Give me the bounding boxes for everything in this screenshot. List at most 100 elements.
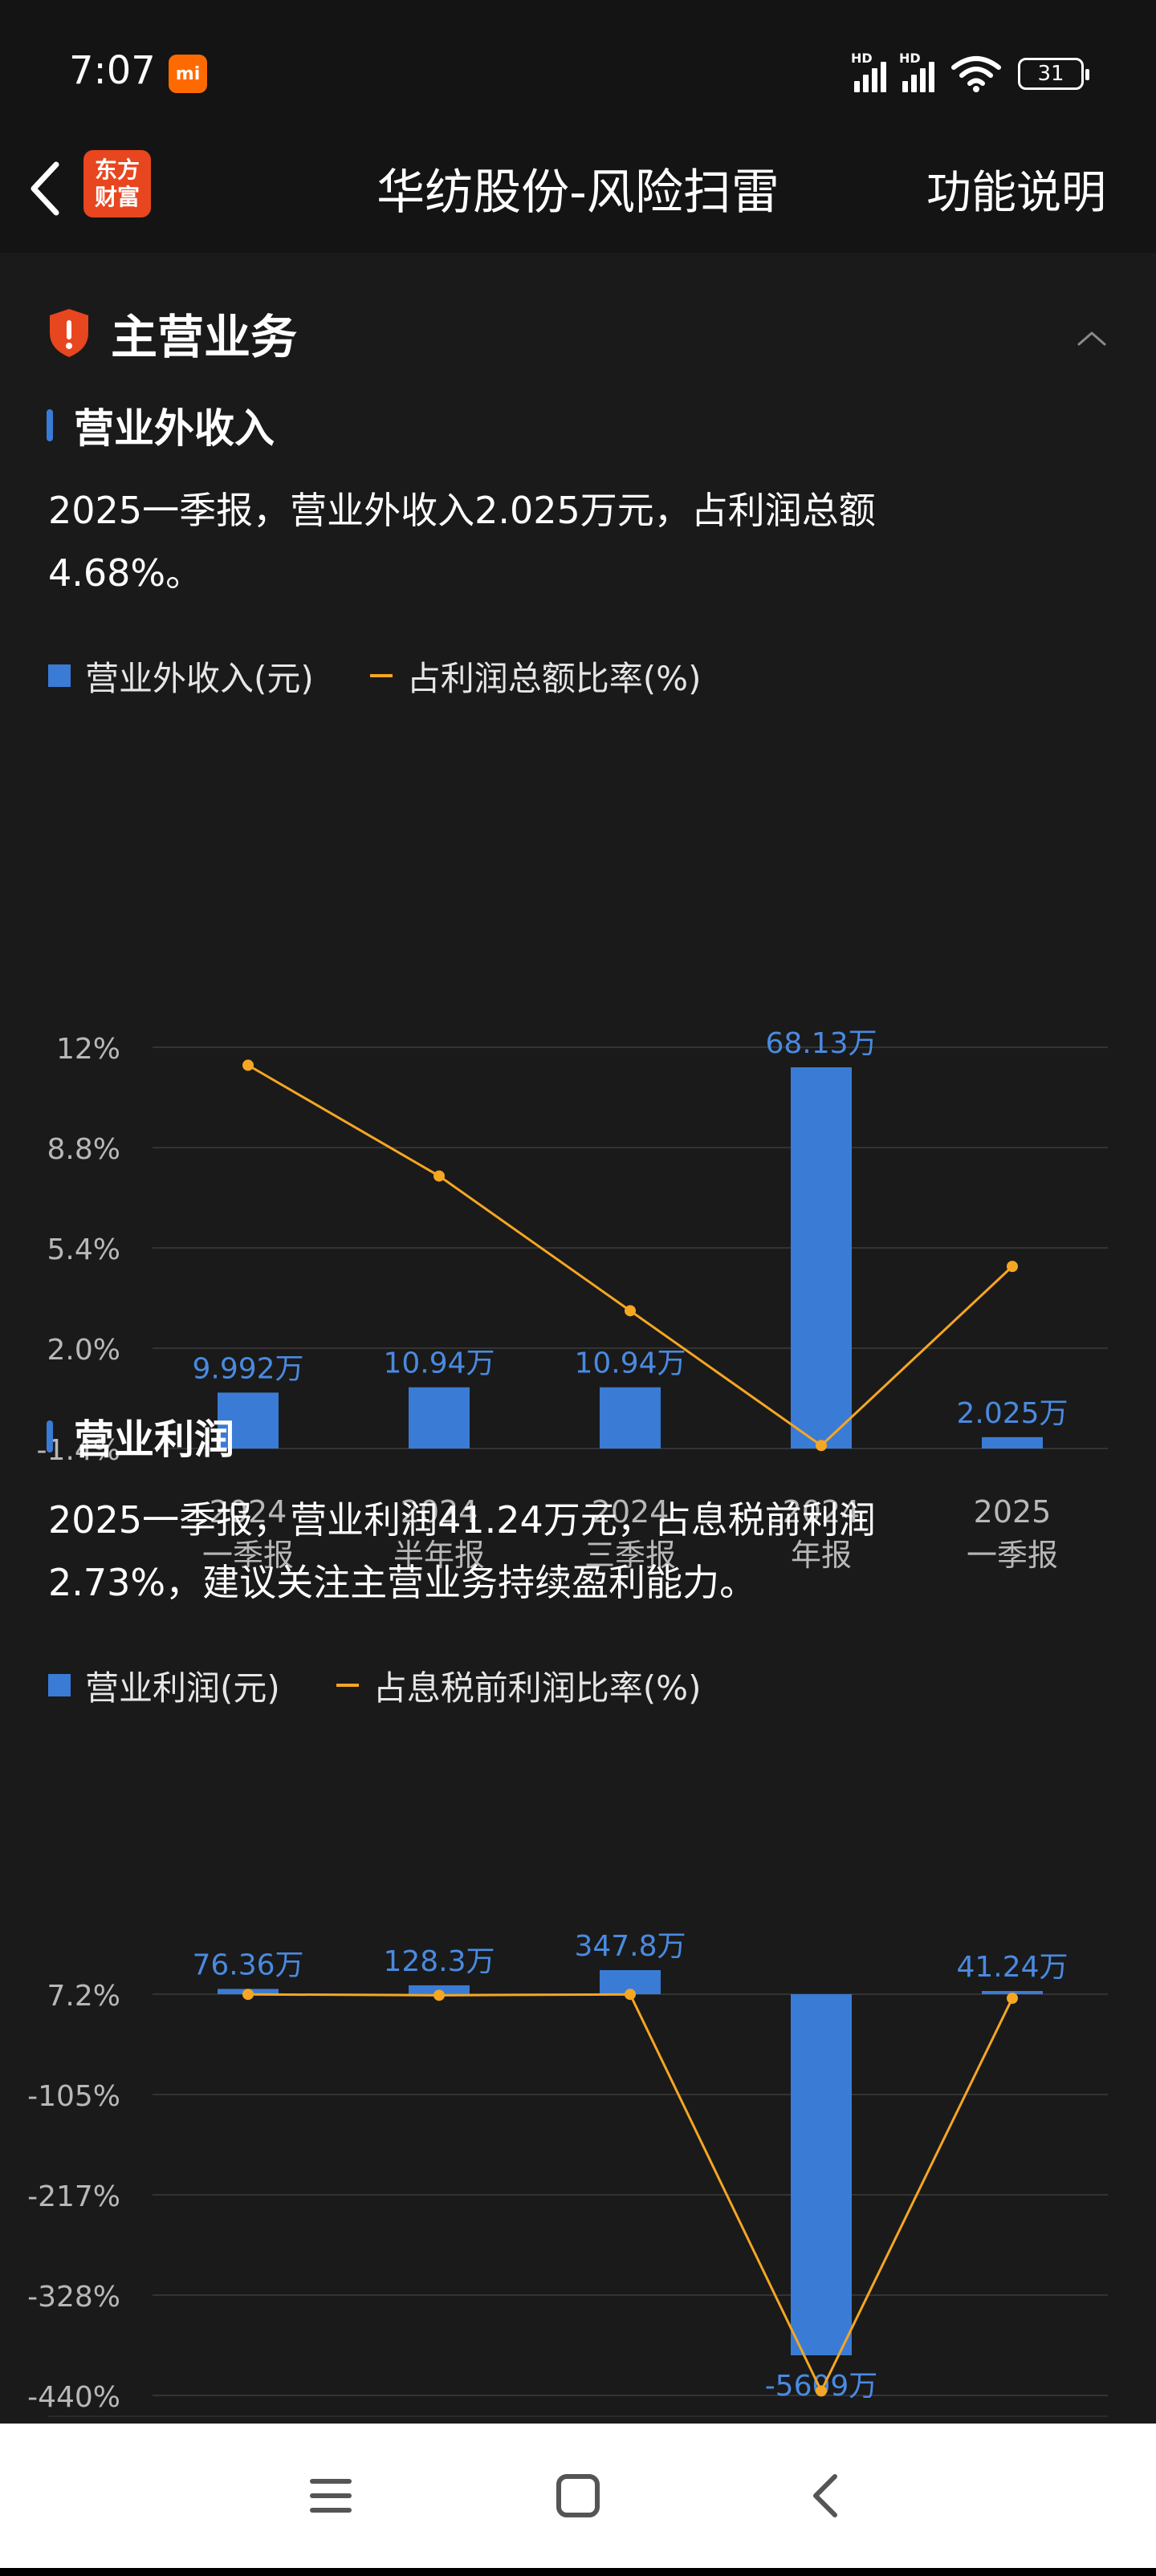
ratio-point — [816, 1440, 827, 1452]
x-tick-year: 2024 — [783, 1494, 861, 1530]
legend-bar-swatch — [48, 664, 71, 687]
bar-value-label: 10.94万 — [574, 1347, 686, 1380]
legend-bar-label: 营业外收入(元) — [85, 658, 314, 698]
x-tick-year: 2024 — [401, 1494, 478, 1530]
ratio-point — [242, 1989, 254, 2001]
ratio-point — [816, 2385, 827, 2397]
x-tick-period: 三季报 — [584, 1538, 676, 1573]
y-tick-label: 8.8% — [47, 1133, 120, 1166]
battery-icon: 31 — [1018, 58, 1089, 90]
subsection-title: 营业利润 — [74, 1416, 234, 1463]
chart-non-operating-income: 12%8.8%5.4%2.0%-1.4%9.992万 10.94万 10.94万68… — [37, 1027, 1108, 1573]
content-area: 主营业务 营业外收入 2025一季报，营业外收入2.025万元，占利润总额 4.… — [0, 253, 1156, 2520]
bar-value-label: 2.025万 — [956, 1397, 1068, 1430]
bar-value-label: 9.992万 — [192, 1352, 303, 1385]
y-tick-label: 12% — [56, 1033, 120, 1066]
menu-icon — [310, 2479, 352, 2513]
signal-hd-label: HD — [851, 51, 873, 66]
shield-alert-icon — [50, 309, 88, 357]
menu-button[interactable] — [299, 2464, 363, 2528]
bar — [982, 1436, 1043, 1448]
legend-line-swatch — [369, 674, 393, 677]
chevron-left-icon — [31, 161, 59, 216]
chevron-up-icon[interactable] — [1076, 322, 1108, 354]
bar — [791, 1067, 852, 1448]
top-nav-bar: 东方 财富 华纺股份-风险扫雷 功能说明 — [0, 132, 1156, 253]
square-home-icon — [556, 2474, 600, 2517]
subsection-title: 营业外收入 — [74, 405, 275, 452]
subsection-header: 营业外收入 — [47, 401, 275, 452]
bar — [409, 1387, 470, 1448]
signal-icon: HD — [851, 51, 886, 92]
legend-line-swatch — [336, 1684, 359, 1687]
chevron-left-icon — [813, 2474, 837, 2517]
ratio-point — [1007, 1992, 1018, 2004]
bar-value-label: 10.94万 — [383, 1347, 495, 1380]
summary-line: 2025一季报，营业利润41.24万元，占息税前利润 — [48, 1498, 876, 1542]
legend-bar-swatch — [48, 1674, 71, 1696]
mi-notification-icon: mi — [169, 55, 207, 93]
bar-value-label: 41.24万 — [956, 1951, 1068, 1984]
signal-icon: HD — [899, 51, 934, 92]
summary-text: 2025一季报，营业外收入2.025万元，占利润总额 4.68%。 — [48, 479, 1108, 604]
ratio-line — [247, 1993, 1014, 2394]
x-tick-period: 年报 — [791, 1538, 852, 1573]
ratio-point — [434, 1989, 445, 2001]
status-icons: HD HD 31 — [851, 50, 1089, 98]
ratio-point — [1007, 1261, 1018, 1273]
ratio-point — [625, 1989, 636, 2001]
subsection-header: 营业利润 — [47, 1412, 234, 1463]
bar-value-label: 68.13万 — [765, 1027, 877, 1060]
y-tick-label: 2.0% — [47, 1334, 120, 1367]
home-button[interactable] — [546, 2464, 610, 2528]
x-tick-year: 2025 — [974, 1494, 1052, 1530]
summary-text: 2025一季报，营业利润41.24万元，占息税前利润 2.73%，建议关注主营业… — [48, 1489, 1108, 1614]
signal-hd-label: HD — [899, 51, 921, 66]
x-tick-period: 一季报 — [967, 1538, 1058, 1573]
y-tick-label: 5.4% — [47, 1233, 120, 1266]
x-tick-period: 一季报 — [202, 1538, 294, 1573]
bar-value-label: 76.36万 — [192, 1948, 303, 1981]
y-tick-label: -217% — [27, 2180, 120, 2213]
y-tick-label: 7.2% — [47, 1980, 120, 2013]
y-tick-label: -440% — [27, 2381, 120, 2414]
x-tick-year: 2024 — [592, 1494, 670, 1530]
bar — [600, 1387, 661, 1448]
help-button[interactable]: 功能说明 — [926, 167, 1106, 219]
bar — [218, 1392, 279, 1448]
section-title: 主营业务 — [111, 310, 298, 364]
page-title: 华纺股份-风险扫雷 — [377, 165, 779, 221]
status-bar: 7:07 mi HD HD 31 — [0, 0, 1156, 132]
chart-legend: 营业利润(元) 占息税前利润比率(%) — [48, 1661, 701, 1709]
subsection-marker — [47, 409, 53, 441]
ratio-point — [625, 1305, 636, 1317]
y-tick-label: -105% — [27, 2080, 120, 2113]
wifi-icon — [951, 56, 1001, 92]
bar — [791, 1994, 852, 2355]
bar-value-label: 347.8万 — [574, 1930, 686, 1963]
system-back-button[interactable] — [793, 2464, 857, 2528]
section-divider — [48, 2416, 1108, 2417]
subsection-marker — [47, 1420, 53, 1453]
chart-legend: 营业外收入(元) 占利润总额比率(%) — [48, 652, 701, 700]
x-tick-period: 半年报 — [393, 1538, 485, 1573]
system-nav-bar — [0, 2424, 1156, 2568]
legend-bar-label: 营业利润(元) — [85, 1668, 280, 1708]
app-logo: 东方 财富 — [83, 150, 151, 217]
section-header[interactable]: 主营业务 — [47, 301, 297, 365]
status-time: 7:07 — [69, 48, 156, 93]
legend-line-label: 占利润总额比率(%) — [406, 658, 702, 698]
summary-line: 2025一季报，营业外收入2.025万元，占利润总额 — [48, 489, 876, 532]
ratio-point — [434, 1170, 445, 1182]
ratio-point — [242, 1059, 254, 1071]
summary-line: 2.73%，建议关注主营业务持续盈利能力。 — [48, 1561, 757, 1604]
summary-line: 4.68%。 — [48, 551, 203, 595]
bar-value-label: 128.3万 — [383, 1945, 495, 1978]
back-button[interactable] — [21, 156, 69, 221]
legend-line-label: 占息税前利润比率(%) — [372, 1668, 702, 1708]
logo-text-line1: 东方 — [94, 156, 140, 183]
y-tick-label: -328% — [27, 2281, 120, 2314]
x-tick-year: 2024 — [210, 1494, 287, 1530]
logo-text-line2: 财富 — [94, 184, 140, 210]
